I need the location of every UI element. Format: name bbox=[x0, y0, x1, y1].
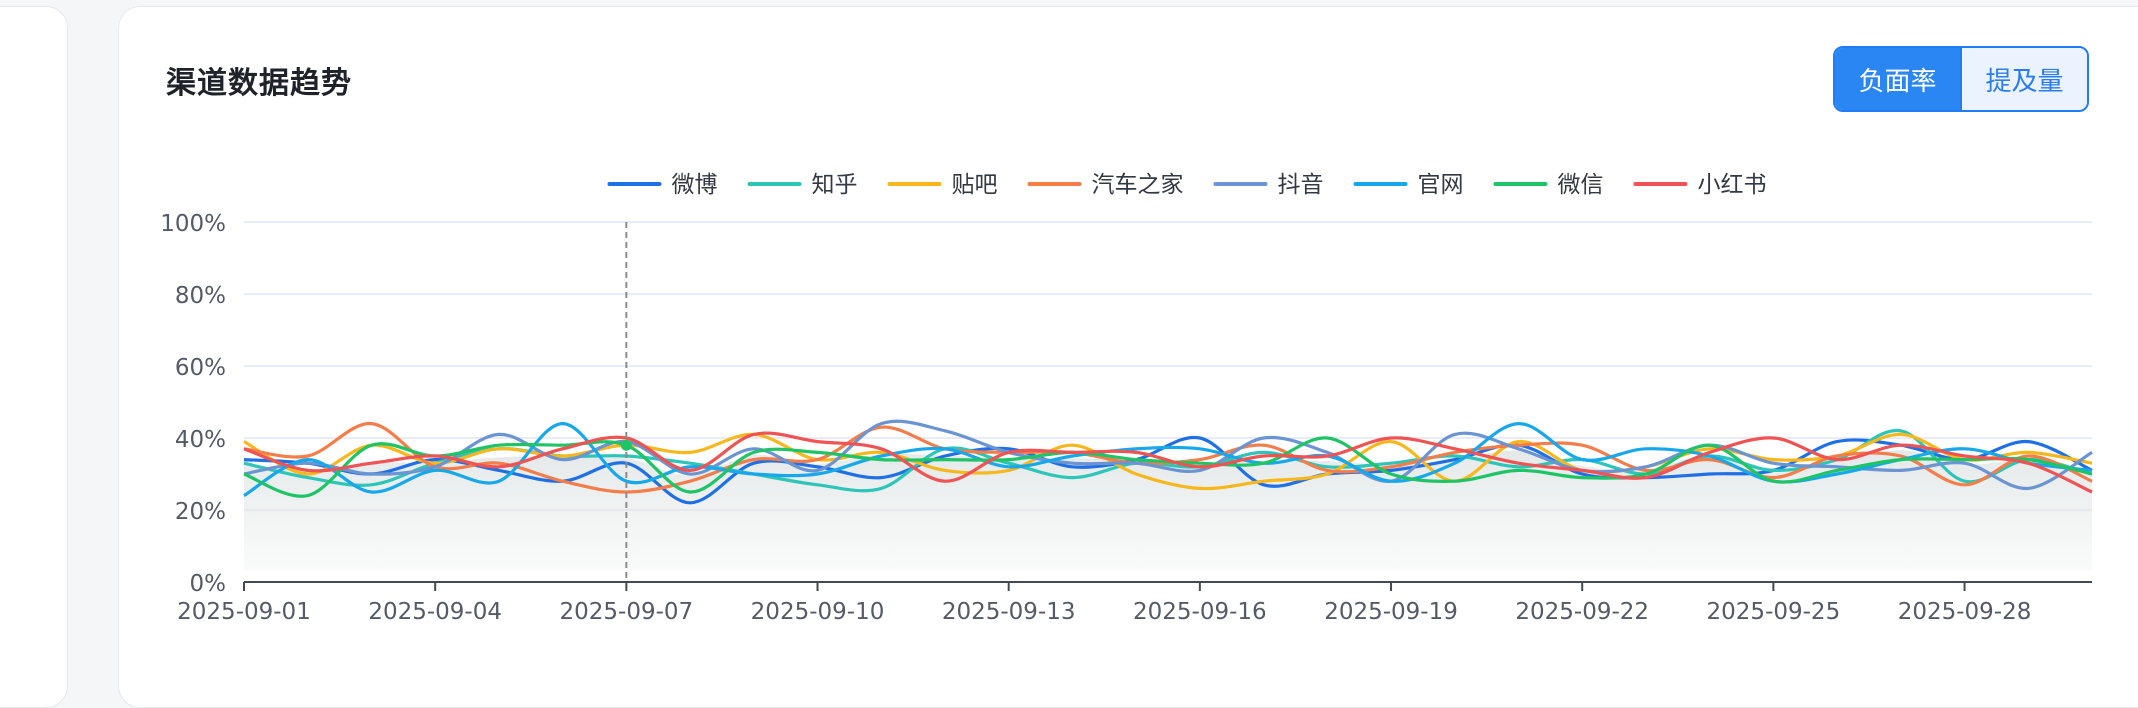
legend-item[interactable]: 知乎 bbox=[747, 172, 858, 198]
y-tick-label: 20% bbox=[175, 499, 226, 525]
legend-label: 微信 bbox=[1558, 172, 1604, 198]
chart-legend: 微博 知乎 贴吧 汽车之家 抖音 官网 微信 小红书 bbox=[607, 172, 1767, 198]
legend-label: 微博 bbox=[672, 172, 718, 198]
mention-volume-toggle-button[interactable]: 提及量 bbox=[1960, 48, 2087, 110]
x-tick-label: 2025-09-28 bbox=[1898, 599, 2032, 625]
x-tick-label: 2025-09-07 bbox=[560, 599, 694, 625]
x-tick-label: 2025-09-10 bbox=[751, 599, 885, 625]
x-tick-label: 2025-09-22 bbox=[1515, 599, 1649, 625]
x-tick-label: 2025-09-16 bbox=[1133, 599, 1267, 625]
negative-rate-toggle-button[interactable]: 负面率 bbox=[1835, 48, 1960, 110]
y-tick-label: 80% bbox=[175, 283, 226, 309]
chart-axes: 0% 20% 40% 60% 80% 100% 2025-09-01 2025-09-04 20… bbox=[160, 211, 2092, 625]
y-tick-label: 40% bbox=[175, 427, 226, 453]
left-side-card bbox=[0, 6, 68, 708]
x-tick-label: 2025-09-25 bbox=[1707, 599, 1841, 625]
y-tick-label: 0% bbox=[190, 571, 227, 597]
legend-item[interactable]: 微博 bbox=[607, 172, 718, 198]
legend-label: 汽车之家 bbox=[1092, 172, 1184, 198]
x-tick-label: 2025-09-19 bbox=[1324, 599, 1458, 625]
channel-trend-card bbox=[118, 6, 2138, 708]
series-line bbox=[243, 419, 2093, 491]
hover-point bbox=[620, 439, 632, 451]
legend-item[interactable]: 微信 bbox=[1493, 172, 1604, 198]
y-tick-label: 60% bbox=[175, 355, 226, 381]
legend-label: 知乎 bbox=[812, 172, 858, 198]
legend-label: 官网 bbox=[1418, 172, 1464, 198]
y-tick-label: 100% bbox=[160, 211, 226, 237]
legend-label: 抖音 bbox=[1278, 172, 1324, 198]
legend-label: 小红书 bbox=[1698, 172, 1767, 198]
chart-crosshair bbox=[620, 222, 632, 582]
legend-item[interactable]: 贴吧 bbox=[887, 172, 998, 198]
series-line bbox=[243, 432, 2093, 491]
legend-label: 贴吧 bbox=[952, 172, 998, 198]
series-line bbox=[243, 436, 2093, 498]
series-line bbox=[243, 431, 2093, 494]
legend-item[interactable]: 抖音 bbox=[1213, 172, 1324, 198]
chart-area-fill bbox=[244, 450, 2092, 570]
area-fill bbox=[244, 450, 2092, 570]
legend-item[interactable]: 小红书 bbox=[1633, 172, 1767, 198]
chart-series bbox=[243, 419, 2093, 505]
x-tick-label: 2025-09-04 bbox=[368, 599, 502, 625]
x-tick-label: 2025-09-13 bbox=[942, 599, 1076, 625]
legend-item[interactable]: 汽车之家 bbox=[1027, 172, 1184, 198]
trend-line-chart[interactable]: 微博 知乎 贴吧 汽车之家 抖音 官网 微信 小红书 0% 20% 40% 60% 80% 100% 20… bbox=[0, 0, 2138, 684]
x-tick-label: 2025-09-01 bbox=[177, 599, 311, 625]
legend-item[interactable]: 官网 bbox=[1353, 172, 1464, 198]
metric-toggle: 负面率 提及量 bbox=[1833, 46, 2089, 112]
card-title: 渠道数据趋势 bbox=[166, 66, 352, 101]
